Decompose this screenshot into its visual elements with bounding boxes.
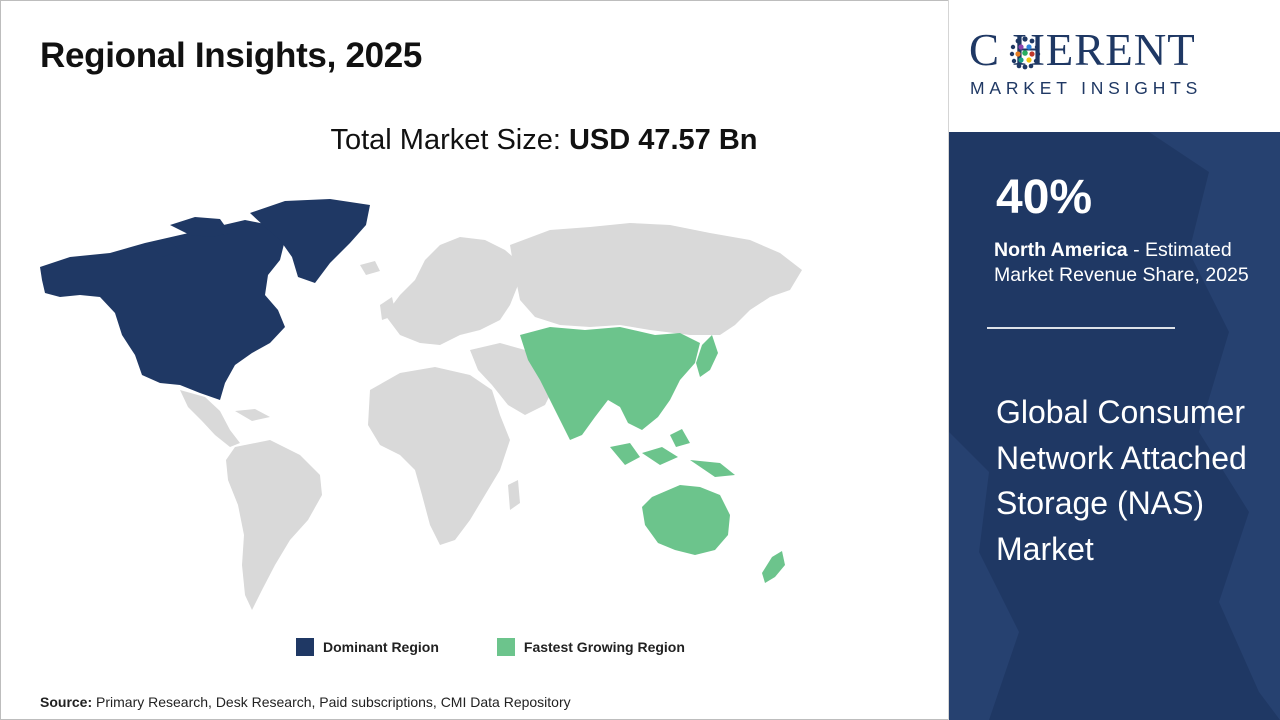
legend-swatch-dominant [296, 638, 314, 656]
legend-label-dominant: Dominant Region [323, 639, 439, 655]
panel-divider [948, 0, 949, 720]
stat-panel: 40% North America - Estimated Market Rev… [949, 132, 1280, 720]
map-region-europe [380, 237, 520, 345]
map-region-asia-pacific [520, 327, 700, 440]
map-region-central-america [180, 390, 270, 447]
company-logo: C HERENT MARKET INSIGHTS [949, 0, 1280, 132]
stat-divider [987, 327, 1175, 329]
logo-globe-icon [1009, 36, 1041, 70]
insights-panel: Regional Insights, 2025 Total Market Siz… [0, 36, 948, 710]
legend-item-dominant: Dominant Region [296, 638, 439, 656]
page-title: Regional Insights, 2025 [40, 36, 423, 75]
stat-region: North America [994, 239, 1128, 261]
market-name: Global Consumer Network Attached Storage… [996, 394, 1247, 567]
map-region-japan [696, 335, 718, 377]
market-size-value: USD 47.57 Bn [568, 124, 758, 156]
map-region-south-america [226, 440, 322, 610]
logo-tagline: MARKET INSIGHTS [970, 78, 1203, 98]
source-text: Primary Research, Desk Research, Paid su… [96, 694, 571, 710]
map-region-north-america [40, 220, 285, 400]
legend-label-fastest-growing: Fastest Growing Region [523, 639, 685, 655]
world-map [30, 185, 830, 625]
legend-item-fastest-growing: Fastest Growing Region [496, 638, 685, 656]
stat-value: 40% [996, 171, 1093, 224]
map-legend: Dominant Region Fastest Growing Region [296, 638, 685, 656]
map-region-iceland [360, 261, 380, 275]
panel-background-map [949, 132, 1280, 720]
logo-wordmark: C HERENT [969, 25, 1196, 75]
stat-description-text: - Estimated Market Revenue Share, 2025 [994, 239, 1249, 287]
market-size-label: Total Market Size: [330, 124, 561, 156]
stat-description: North America - Estimated Market Revenue… [994, 238, 1264, 289]
map-region-greenland [250, 199, 370, 283]
map-region-new-zealand [762, 551, 785, 583]
map-region-southeast-asia-islands [610, 429, 735, 477]
map-region-africa [368, 367, 520, 545]
map-region-russia [510, 223, 802, 335]
market-size: Total Market Size: USD 47.57 Bn [0, 124, 948, 157]
source-note: Source: Primary Research, Desk Research,… [40, 694, 571, 710]
map-region-australia [642, 485, 730, 555]
legend-swatch-fastest-growing [496, 638, 515, 656]
map-region-north-america-islands [150, 217, 230, 257]
source-label: Source: [40, 694, 93, 710]
